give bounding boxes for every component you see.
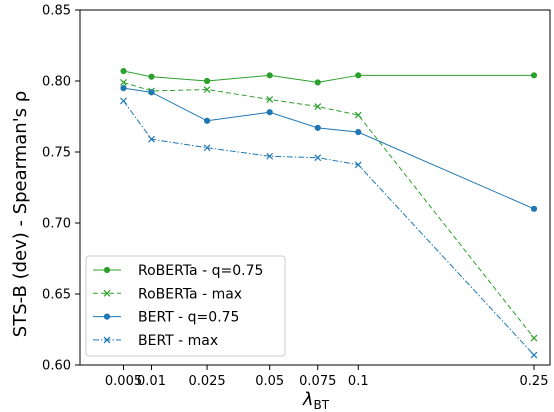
data-point xyxy=(266,96,274,103)
data-point xyxy=(314,79,321,86)
legend-marker xyxy=(103,336,111,344)
x-tick-label: 0.05 xyxy=(255,374,284,389)
series-2 xyxy=(120,85,538,212)
data-point xyxy=(314,103,322,110)
x-tick-label: 0.025 xyxy=(188,374,225,389)
legend-label: BERT - max xyxy=(138,333,218,349)
legend-item: RoBERTa - q=0.75 xyxy=(93,263,263,279)
y-axis: 0.60 0.65 0.70 0.75 0.80 0.85 xyxy=(42,4,80,374)
x-axis-label-subscript: BT xyxy=(314,398,330,412)
data-point xyxy=(120,97,127,105)
legend-item: BERT - q=0.75 xyxy=(93,310,239,326)
data-point xyxy=(120,78,127,86)
data-point xyxy=(354,111,362,119)
x-tick-label: 0.075 xyxy=(299,374,336,389)
data-point xyxy=(203,77,211,85)
data-point xyxy=(355,129,362,136)
data-point xyxy=(120,67,127,75)
data-point xyxy=(266,109,273,116)
legend: RoBERTa - q=0.75 RoBERTa - max BERT - q=0.… xyxy=(85,255,286,357)
data-point xyxy=(266,72,273,79)
y-tick-label: 0.60 xyxy=(42,359,71,374)
series-line xyxy=(123,87,535,210)
y-tick-label: 0.85 xyxy=(42,4,71,19)
legend-label: RoBERTa - q=0.75 xyxy=(138,263,263,279)
y-tick-label: 0.65 xyxy=(42,288,71,303)
data-point xyxy=(355,72,362,79)
data-point xyxy=(148,135,155,143)
data-point xyxy=(203,86,211,93)
y-axis-label: STS-B (dev) - Spearman's ρ xyxy=(10,91,31,337)
legend-item: BERT - max xyxy=(93,333,218,349)
y-tick-label: 0.80 xyxy=(42,75,71,90)
plot-frame xyxy=(79,9,551,366)
series-line xyxy=(123,70,534,83)
legend-marker xyxy=(103,289,111,297)
data-point xyxy=(314,124,321,131)
y-tick-label: 0.75 xyxy=(42,146,71,161)
data-point xyxy=(530,205,538,212)
legend-marker xyxy=(103,266,111,274)
series-0 xyxy=(120,67,538,86)
x-axis-label: λBT xyxy=(302,389,330,412)
legend-label: BERT - q=0.75 xyxy=(138,310,239,326)
data-point xyxy=(148,73,155,80)
x-tick-label: 0.005 xyxy=(105,374,142,389)
data-point xyxy=(148,89,155,96)
series-3 xyxy=(120,97,538,359)
x-tick-label: 0.01 xyxy=(137,374,166,389)
legend-item: RoBERTa - max xyxy=(93,286,242,302)
x-axis-label-symbol: λ xyxy=(302,389,314,410)
x-tick-label: 0.25 xyxy=(520,374,549,389)
data-point xyxy=(266,152,274,160)
data-point xyxy=(530,334,538,342)
legend-label: RoBERTa - max xyxy=(138,286,242,302)
data-point xyxy=(530,351,538,359)
legend-box xyxy=(85,255,286,357)
legend-marker xyxy=(103,313,111,320)
series-layer xyxy=(120,67,538,359)
data-point xyxy=(203,117,211,124)
data-point xyxy=(530,72,538,79)
data-point xyxy=(354,161,362,169)
data-point xyxy=(120,85,127,92)
plot-border xyxy=(79,9,551,366)
y-tick-label: 0.70 xyxy=(42,217,71,232)
data-point xyxy=(314,154,322,162)
x-tick-label: 0.1 xyxy=(348,374,369,389)
data-point xyxy=(203,144,211,152)
